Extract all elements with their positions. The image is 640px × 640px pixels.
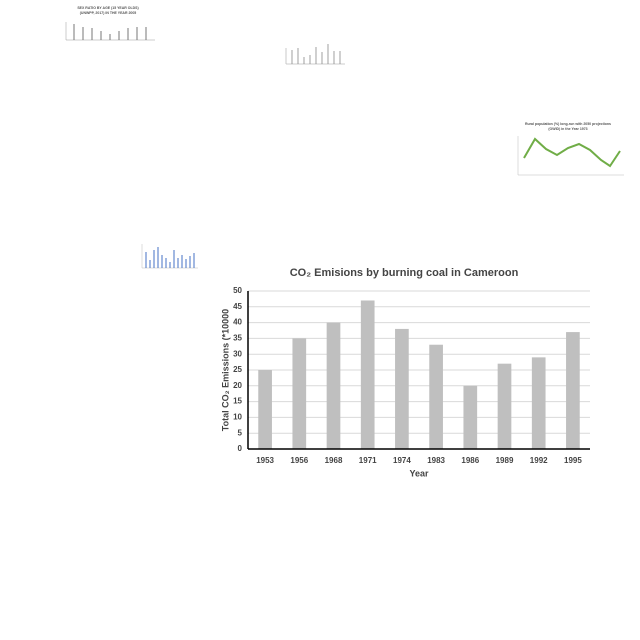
thumbnail-bars-3	[141, 244, 198, 269]
x-tick-label: 1974	[393, 456, 411, 465]
x-tick-label: 1992	[530, 456, 548, 465]
y-tick-label: 10	[233, 413, 242, 422]
bar	[258, 370, 272, 449]
chart-title: CO₂ Emisions by burning coal in Cameroon	[290, 267, 519, 279]
x-tick-label: 1956	[290, 456, 308, 465]
main-chart: CO₂ Emisions by burning coal in Cameroon…	[220, 267, 590, 478]
y-tick-label: 25	[233, 365, 242, 374]
thumbnail-title: Rural population (%) long-run with 2050 …	[525, 122, 611, 126]
x-tick-label: 1971	[359, 456, 377, 465]
y-tick-label: 40	[233, 318, 242, 327]
bar	[463, 385, 478, 449]
y-tick-label: 0	[238, 444, 243, 453]
x-tick-label: 1995	[564, 456, 582, 465]
x-tick-label: 1983	[427, 456, 445, 465]
y-tick-label: 5	[238, 428, 243, 437]
x-tick-label: 1989	[496, 456, 514, 465]
bar	[429, 344, 443, 449]
y-tick-label: 15	[233, 397, 242, 406]
bar	[531, 357, 546, 449]
y-tick-label: 45	[233, 302, 242, 311]
x-tick-label: 1968	[325, 456, 343, 465]
y-tick-label: 50	[233, 286, 242, 295]
y-tick-label: 20	[233, 381, 242, 390]
bar	[395, 328, 409, 449]
bar	[326, 322, 341, 449]
x-axis-label: Year	[409, 468, 429, 478]
y-tick-label: 35	[233, 334, 242, 343]
thumbnail-title: SEX RATIO BY AGE (15 YEAR OLDS)	[77, 6, 138, 10]
bar	[360, 300, 375, 449]
thumbnail-sex-ratio: SEX RATIO BY AGE (15 YEAR OLDS) (UNWPP, …	[65, 6, 155, 41]
thumbnail-rural-population: Rural population (%) long-run with 2050 …	[517, 122, 624, 176]
bar	[497, 363, 512, 449]
thumbnail-bars-2	[285, 44, 345, 65]
thumbnail-subtitle: (OWID) in the Year 1973	[548, 127, 587, 131]
bar	[292, 338, 307, 449]
y-tick-label: 30	[233, 349, 242, 358]
x-tick-label: 1953	[256, 456, 274, 465]
thumbnail-subtitle: (UNWPP, 2017) IN THE YEAR 2005	[80, 11, 137, 15]
bar	[566, 332, 580, 449]
x-tick-label: 1986	[461, 456, 479, 465]
y-axis-label: Total CO₂ Emissions (*10000	[220, 309, 230, 431]
